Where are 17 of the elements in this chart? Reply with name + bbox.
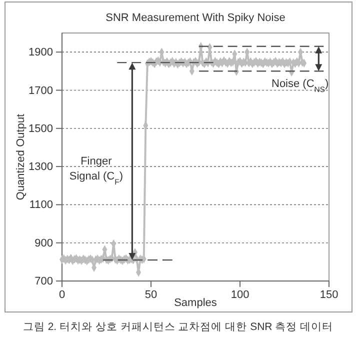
x-axis-title: Samples <box>174 297 218 309</box>
chart-title: SNR Measurement With Spiky Noise <box>106 12 286 24</box>
y-tick-label: 1700 <box>28 84 53 97</box>
y-tick-label: 700 <box>34 276 53 288</box>
annotation: Noise (C$_{NS}$) <box>272 78 329 94</box>
x-tick-label: 50 <box>144 288 158 301</box>
y-tick-label: 1500 <box>28 122 53 135</box>
y-tick-label: 1300 <box>28 161 53 174</box>
x-tick-label: 0 <box>58 288 66 301</box>
caption: 그림 2. 터치와 상호 커패시턴스 교차점에 대한 SNR 측정 데이터 <box>22 321 334 333</box>
y-tick-label: 900 <box>34 237 53 250</box>
x-tick-label: 150 <box>320 288 338 301</box>
annotation: Finger Signal (C$_{F}$) <box>69 155 123 186</box>
y-tick-label: 1900 <box>28 46 53 59</box>
y-axis-title: Quantized Output <box>15 114 27 200</box>
y-tick-label: 1100 <box>29 199 53 212</box>
x-tick-label: 100 <box>230 288 250 301</box>
